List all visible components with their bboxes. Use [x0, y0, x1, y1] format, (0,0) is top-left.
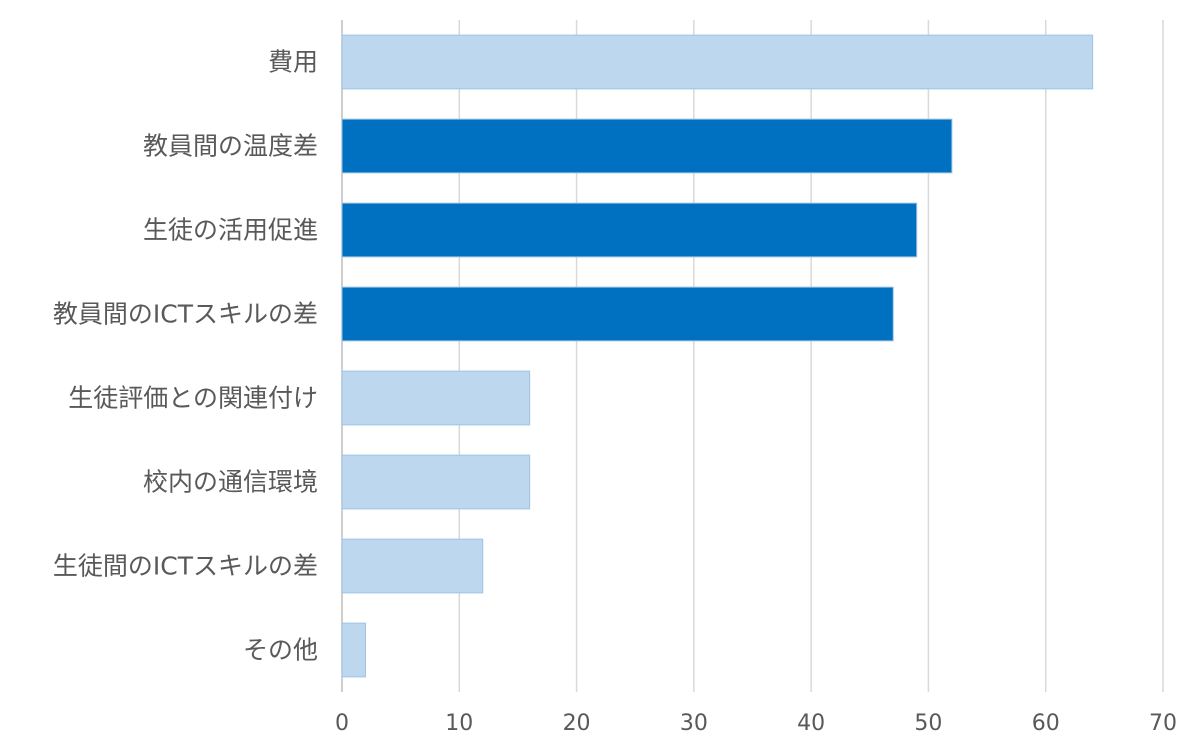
- category-label: その他: [243, 636, 318, 665]
- bar: [341, 286, 894, 342]
- x-tick-label: 40: [797, 711, 825, 736]
- category-label: 生徒の活用促進: [143, 216, 318, 245]
- bar: [341, 118, 953, 174]
- category-label: 教員間の温度差: [143, 132, 318, 161]
- bar: [341, 34, 1094, 90]
- x-tick-label: 60: [1032, 711, 1060, 736]
- bar: [341, 538, 484, 594]
- bar: [341, 202, 918, 258]
- category-label: 校内の通信環境: [143, 468, 318, 497]
- category-label: 生徒評価との関連付け: [68, 384, 318, 413]
- bar: [341, 370, 531, 426]
- x-tick-labels: 0 10 20 30 40 50 60 70: [335, 711, 1177, 736]
- x-tick-label: 70: [1149, 711, 1177, 736]
- x-tick-label: 50: [914, 711, 942, 736]
- bar: [341, 454, 531, 510]
- category-labels: 費用教員間の温度差生徒の活用促進教員間のICTスキルの差生徒評価との関連付け校内…: [53, 48, 318, 665]
- category-label: 費用: [268, 48, 318, 77]
- bar: [341, 622, 366, 678]
- x-tick-label: 10: [445, 711, 473, 736]
- x-tick-label: 30: [680, 711, 708, 736]
- category-label: 教員間のICTスキルの差: [53, 300, 318, 329]
- x-tick-label: 0: [335, 711, 349, 736]
- category-label: 生徒間のICTスキルの差: [53, 552, 318, 581]
- bars: [341, 34, 1094, 678]
- x-tick-label: 20: [563, 711, 591, 736]
